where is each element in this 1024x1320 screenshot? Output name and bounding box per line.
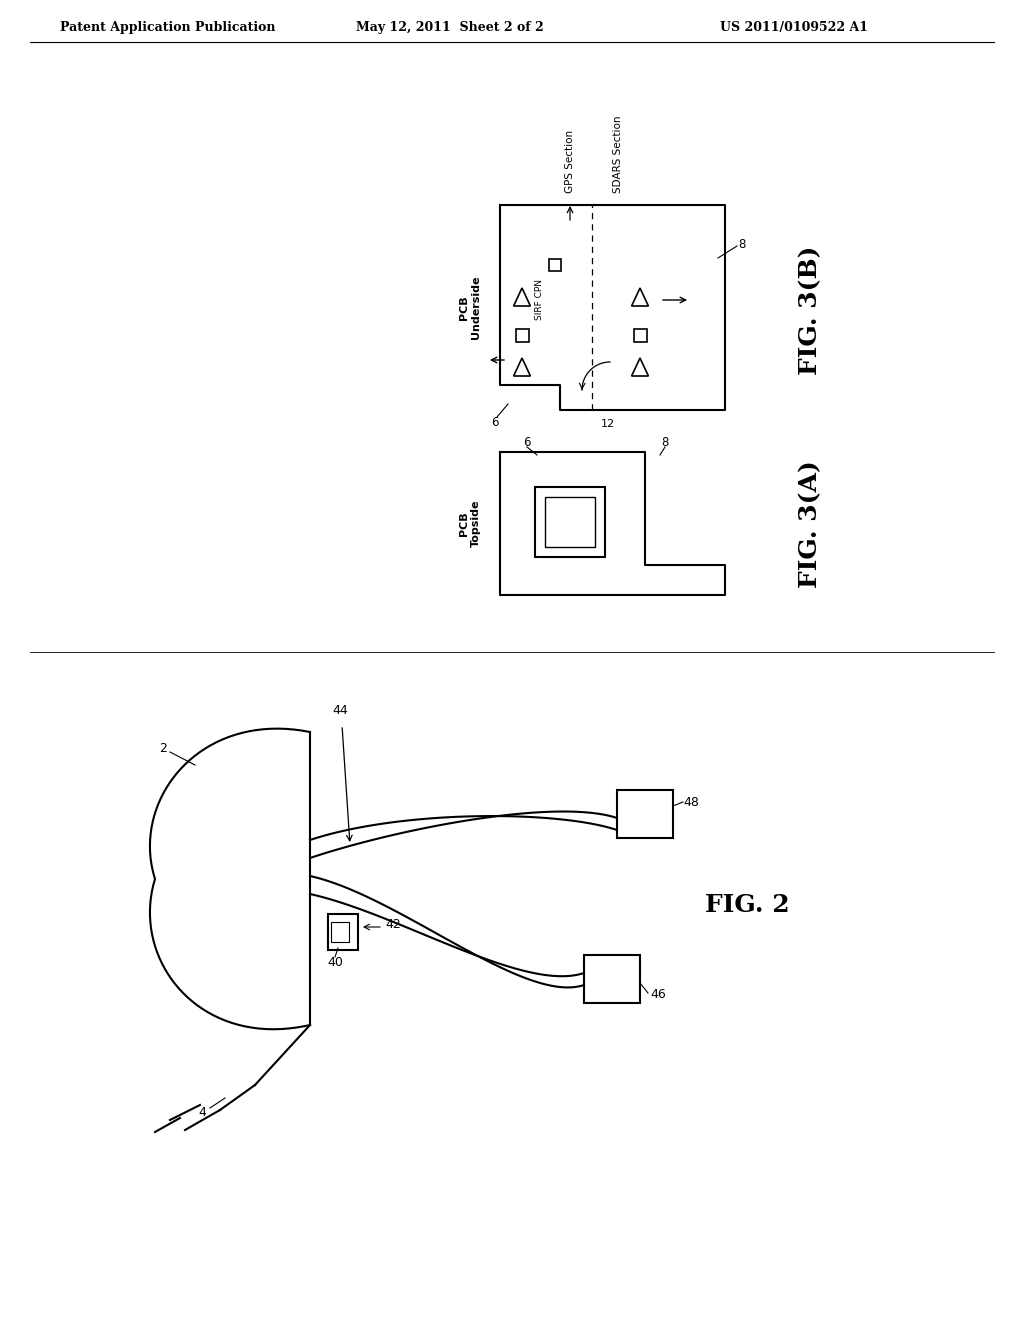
Text: 42: 42 bbox=[385, 919, 400, 932]
Bar bbox=[617, 789, 673, 838]
Text: Patent Application Publication: Patent Application Publication bbox=[60, 21, 275, 33]
Bar bbox=[545, 498, 595, 546]
Text: May 12, 2011  Sheet 2 of 2: May 12, 2011 Sheet 2 of 2 bbox=[356, 21, 544, 33]
Text: FIG. 3(A): FIG. 3(A) bbox=[798, 461, 822, 587]
Text: 4: 4 bbox=[198, 1106, 206, 1119]
Text: 8: 8 bbox=[662, 436, 669, 449]
Bar bbox=[549, 259, 561, 271]
Text: PCB
Topside: PCB Topside bbox=[459, 500, 481, 548]
Text: 6: 6 bbox=[492, 416, 499, 429]
Bar bbox=[535, 487, 605, 557]
Text: SDARS Section: SDARS Section bbox=[613, 116, 623, 193]
Text: 2: 2 bbox=[159, 742, 167, 755]
Text: US 2011/0109522 A1: US 2011/0109522 A1 bbox=[720, 21, 868, 33]
Text: 8: 8 bbox=[738, 239, 745, 252]
Text: FIG. 3(B): FIG. 3(B) bbox=[798, 246, 822, 375]
Text: 44: 44 bbox=[332, 704, 348, 717]
Bar bbox=[584, 954, 640, 1003]
Text: 6: 6 bbox=[523, 436, 530, 449]
Text: PCB
Underside: PCB Underside bbox=[459, 276, 481, 339]
Bar bbox=[634, 329, 646, 342]
Text: 46: 46 bbox=[650, 989, 666, 1002]
Bar bbox=[515, 329, 528, 342]
Text: 40: 40 bbox=[327, 956, 343, 969]
Text: 12: 12 bbox=[601, 418, 615, 429]
Bar bbox=[331, 921, 349, 942]
Text: 48: 48 bbox=[683, 796, 698, 808]
Text: FIG. 2: FIG. 2 bbox=[705, 894, 790, 917]
Text: SIRF CPN: SIRF CPN bbox=[536, 280, 545, 321]
Bar bbox=[328, 913, 358, 950]
Text: GPS Section: GPS Section bbox=[565, 129, 575, 193]
